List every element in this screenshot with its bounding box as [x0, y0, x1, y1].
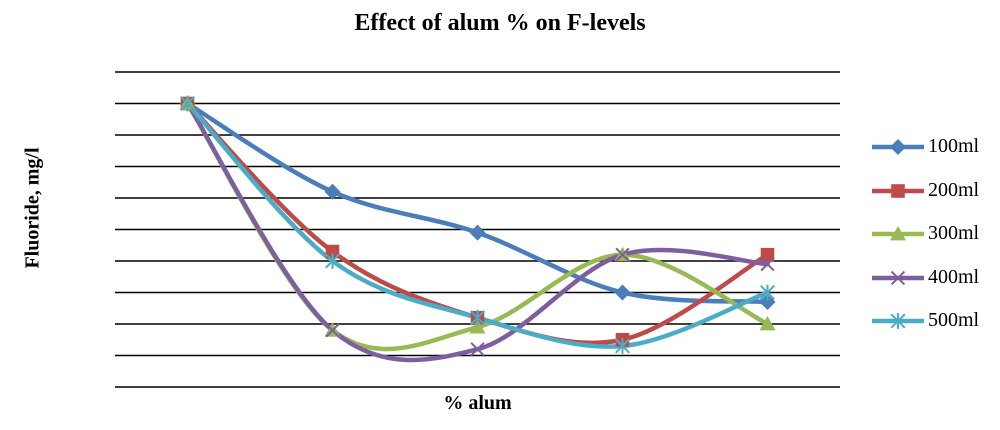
- legend-marker: [890, 313, 906, 329]
- series-line-400ml: [185, 101, 770, 363]
- data-point-100ml: [469, 224, 486, 241]
- data-point-100ml: [324, 183, 341, 200]
- legend-label: 500ml: [928, 309, 980, 331]
- legend-swatch: [872, 313, 924, 329]
- data-point-500ml: [179, 95, 196, 112]
- legend-marker: [891, 183, 905, 198]
- data-point-400ml: [325, 323, 340, 338]
- legend-label: 300ml: [928, 222, 980, 244]
- data-point-200ml: [760, 247, 775, 262]
- legend-item-300ml: 300ml: [870, 215, 1000, 259]
- chart-title: Effect of alum % on F-levels: [354, 10, 646, 36]
- series-markers: [179, 95, 776, 357]
- legend-swatch: [872, 139, 924, 155]
- data-point-100ml: [614, 284, 631, 301]
- data-point-500ml: [469, 309, 486, 326]
- data-point-500ml: [759, 284, 776, 301]
- legend-label: 100ml: [928, 135, 980, 157]
- series-line-200ml: [185, 101, 770, 346]
- data-point-300ml: [759, 316, 776, 331]
- legend: 100ml 200ml 300ml 400ml 500ml: [870, 128, 1000, 346]
- data-point-400ml: [760, 257, 775, 272]
- data-point-300ml: [469, 319, 486, 334]
- legend-marker: [890, 139, 906, 155]
- legend-item-100ml: 100ml: [870, 128, 1000, 172]
- legend-swatch: [872, 270, 924, 285]
- legend-marker: [890, 226, 906, 241]
- legend-item-200ml: 200ml: [870, 172, 1000, 216]
- data-point-100ml: [759, 293, 776, 310]
- legend-item-400ml: 400ml: [870, 259, 1000, 303]
- data-point-200ml: [325, 244, 340, 259]
- legend-item-500ml: 500ml: [870, 302, 1000, 346]
- data-point-500ml: [324, 253, 341, 269]
- legend-swatch: [872, 226, 924, 241]
- legend-swatch: [872, 183, 924, 198]
- data-point-500ml: [614, 338, 631, 354]
- x-axis-label: % alum: [443, 392, 512, 414]
- data-point-400ml: [470, 342, 485, 357]
- legend-marker: [890, 270, 906, 285]
- legend-label: 200ml: [928, 178, 980, 201]
- legend-label: 400ml: [928, 265, 980, 288]
- data-point-400ml: [615, 247, 630, 262]
